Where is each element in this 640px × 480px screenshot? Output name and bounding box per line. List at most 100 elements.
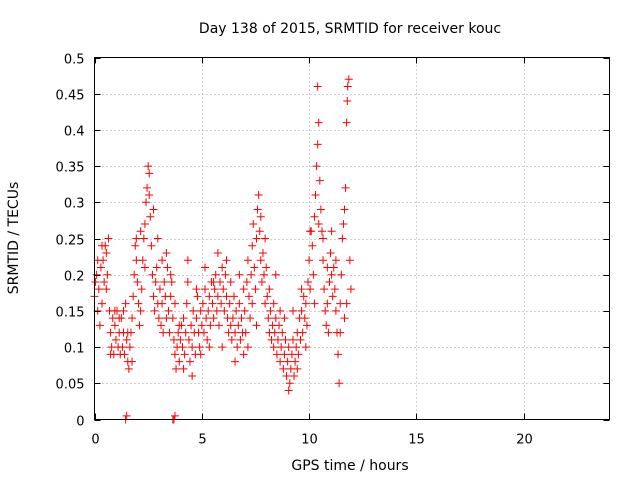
data-point xyxy=(247,270,256,279)
data-point xyxy=(181,328,190,337)
data-point xyxy=(93,306,102,315)
data-point xyxy=(143,183,152,192)
data-point xyxy=(227,335,236,344)
data-point xyxy=(324,328,333,337)
data-point xyxy=(213,292,222,301)
data-point xyxy=(306,285,315,294)
data-point xyxy=(196,350,205,359)
data-point xyxy=(225,299,234,308)
data-point xyxy=(236,335,245,344)
data-point xyxy=(273,335,282,344)
x-tick-label: 20 xyxy=(516,433,533,448)
data-point xyxy=(243,256,252,265)
data-point xyxy=(98,241,107,250)
data-point xyxy=(277,343,286,352)
data-point xyxy=(149,205,158,214)
data-point xyxy=(172,364,181,373)
data-point xyxy=(175,357,184,366)
data-point xyxy=(275,321,284,330)
data-point xyxy=(326,248,335,257)
data-point xyxy=(229,292,238,301)
data-point xyxy=(302,321,311,330)
data-point xyxy=(163,263,172,272)
data-point xyxy=(218,343,227,352)
data-point xyxy=(272,350,281,359)
data-point xyxy=(276,357,285,366)
data-point xyxy=(346,285,355,294)
x-tick-label: 10 xyxy=(301,433,318,448)
data-point xyxy=(222,256,231,265)
data-point xyxy=(340,205,349,214)
data-point xyxy=(137,285,146,294)
data-point xyxy=(187,321,196,330)
data-point xyxy=(284,386,293,395)
data-point xyxy=(142,198,150,207)
data-point xyxy=(104,234,113,243)
data-point xyxy=(198,299,207,308)
data-point xyxy=(234,321,243,330)
data-point xyxy=(249,220,258,229)
data-point xyxy=(146,212,155,221)
data-point xyxy=(319,234,328,243)
data-point xyxy=(297,285,306,294)
x-tick-label: 5 xyxy=(198,433,206,448)
data-point xyxy=(222,292,231,301)
data-point xyxy=(115,314,124,323)
data-point xyxy=(237,314,246,323)
data-point xyxy=(292,343,301,352)
data-point xyxy=(254,191,263,200)
data-point xyxy=(201,285,210,294)
data-point xyxy=(98,299,107,308)
y-tick-label: 0.3 xyxy=(64,197,85,212)
data-point xyxy=(297,306,306,315)
data-point xyxy=(235,299,244,308)
data-point xyxy=(103,270,112,279)
data-point xyxy=(128,357,137,366)
y-axis: 0 0.05 0.1 0.15 0.2 0.25 0.3 0.35 0.4 0.45 0.5 xyxy=(56,53,610,430)
data-point xyxy=(251,285,260,294)
data-point xyxy=(133,277,142,286)
data-point xyxy=(201,263,210,272)
data-point xyxy=(122,411,131,420)
data-point xyxy=(339,220,348,229)
data-point xyxy=(221,270,230,279)
data-point xyxy=(211,270,220,279)
data-point xyxy=(158,299,167,308)
data-point xyxy=(269,343,278,352)
data-point xyxy=(110,321,119,330)
data-point xyxy=(298,328,307,337)
data-point xyxy=(151,277,160,286)
data-point xyxy=(106,350,115,359)
data-point xyxy=(120,350,129,359)
data-point xyxy=(338,234,347,243)
data-point xyxy=(239,285,248,294)
data-point xyxy=(92,270,101,279)
data-point xyxy=(175,321,184,330)
data-point xyxy=(313,140,322,149)
data-point xyxy=(188,343,197,352)
data-point xyxy=(121,299,130,308)
data-point xyxy=(250,263,259,272)
data-point xyxy=(337,270,346,279)
data-point xyxy=(240,306,249,315)
data-point xyxy=(132,234,141,243)
data-point xyxy=(125,343,134,352)
chart-title: Day 138 of 2015, SRMTID for receiver kou… xyxy=(199,21,501,37)
data-point xyxy=(345,256,354,265)
data-point xyxy=(315,176,324,185)
data-point xyxy=(208,299,217,308)
data-point xyxy=(323,263,332,272)
data-point xyxy=(343,96,352,105)
data-point xyxy=(149,292,158,301)
data-point xyxy=(145,169,154,178)
data-point xyxy=(158,256,167,265)
data-point xyxy=(317,227,326,236)
data-point xyxy=(331,306,340,315)
data-point xyxy=(301,343,310,352)
data-point xyxy=(334,350,343,359)
data-point xyxy=(252,234,261,243)
data-point xyxy=(233,343,242,352)
data-point xyxy=(248,299,257,308)
y-tick-label: 0.35 xyxy=(56,161,85,176)
data-point xyxy=(170,299,179,308)
